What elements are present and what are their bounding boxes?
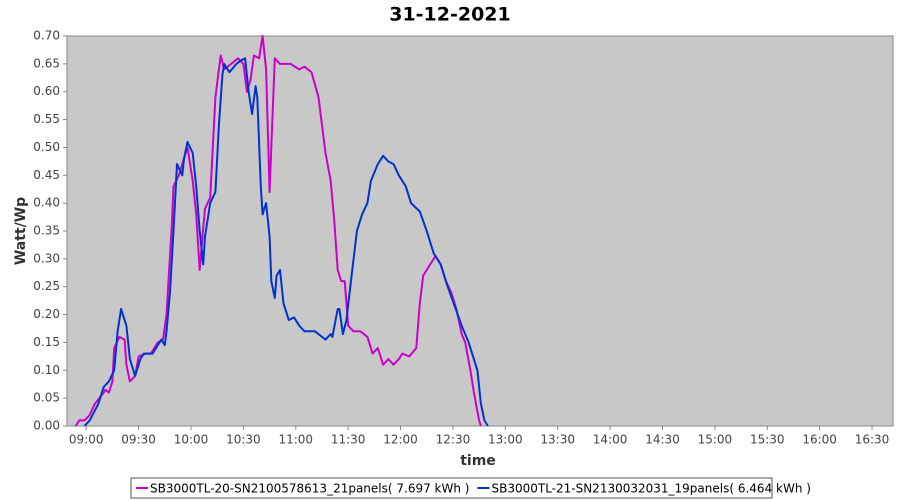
y-tick-label: 0.05	[33, 391, 60, 405]
x-tick-label: 12:30	[436, 433, 471, 447]
y-tick-label: 0.30	[33, 251, 60, 265]
y-tick-label: 0.45	[33, 168, 60, 182]
y-tick-label: 0.40	[33, 196, 60, 210]
series-line	[83, 57, 489, 427]
y-axis-label: Watt/Wp	[13, 197, 29, 265]
y-tick-label: 0.60	[33, 84, 60, 98]
x-tick-label: 14:00	[593, 433, 628, 447]
x-tick-label: 15:30	[750, 433, 785, 447]
legend	[130, 477, 773, 499]
legend-label: SB3000TL-21-SN2130032031_19panels( 6.464…	[491, 482, 810, 496]
x-axis-label: time	[460, 453, 496, 469]
y-tick-label: 0.10	[33, 363, 60, 377]
plot-area	[66, 35, 894, 427]
y-tick-label: 0.55	[33, 112, 60, 126]
x-tick-label: 10:30	[226, 433, 261, 447]
x-tick-label: 13:30	[540, 433, 575, 447]
x-tick-label: 11:00	[278, 433, 313, 447]
y-tick-label: 0.65	[33, 56, 60, 70]
x-tick-label: 09:00	[69, 433, 104, 447]
x-tick-label: 12:00	[383, 433, 418, 447]
y-tick-label: 0.70	[33, 29, 60, 43]
x-tick-label: 09:30	[121, 433, 156, 447]
x-tick-label: 15:00	[698, 433, 733, 447]
x-tick-label: 13:00	[488, 433, 523, 447]
y-tick-label: 0.50	[33, 140, 60, 154]
y-tick-label: 0.00	[33, 419, 60, 433]
y-tick-label: 0.20	[33, 307, 60, 321]
y-tick-label: 0.35	[33, 224, 60, 238]
legend-label: SB3000TL-20-SN2100578613_21panels( 7.697…	[150, 482, 469, 496]
x-tick-label: 14:30	[645, 433, 680, 447]
x-tick-label: 16:00	[802, 433, 837, 447]
chart-title: 31-12-2021	[389, 4, 511, 26]
x-tick-label: 10:00	[174, 433, 209, 447]
y-tick-label: 0.25	[33, 279, 60, 293]
y-tick-label: 0.15	[33, 335, 60, 349]
x-tick-label: 16:30	[855, 433, 890, 447]
x-tick-label: 11:30	[331, 433, 366, 447]
